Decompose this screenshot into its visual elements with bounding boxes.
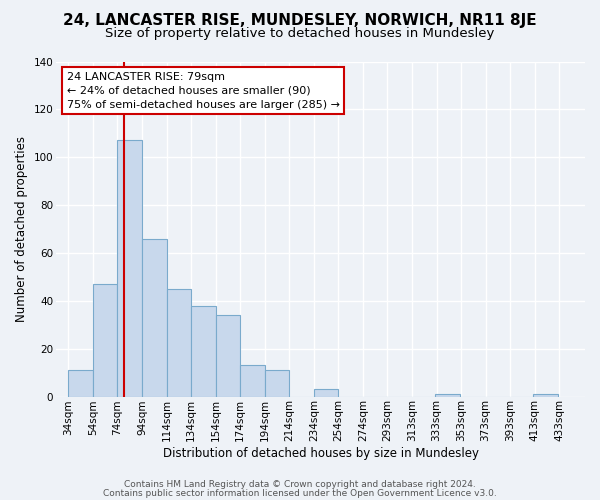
Text: Size of property relative to detached houses in Mundesley: Size of property relative to detached ho… <box>106 28 494 40</box>
Bar <box>240 366 265 396</box>
Bar <box>68 370 93 396</box>
Bar <box>93 284 118 397</box>
Bar <box>314 390 338 396</box>
Bar <box>118 140 142 396</box>
Bar <box>435 394 460 396</box>
Text: 24, LANCASTER RISE, MUNDESLEY, NORWICH, NR11 8JE: 24, LANCASTER RISE, MUNDESLEY, NORWICH, … <box>63 12 537 28</box>
Text: Contains public sector information licensed under the Open Government Licence v3: Contains public sector information licen… <box>103 488 497 498</box>
Y-axis label: Number of detached properties: Number of detached properties <box>15 136 28 322</box>
Bar <box>191 306 215 396</box>
Bar <box>142 238 167 396</box>
X-axis label: Distribution of detached houses by size in Mundesley: Distribution of detached houses by size … <box>163 447 479 460</box>
Bar <box>533 394 558 396</box>
Bar <box>215 315 240 396</box>
Text: 24 LANCASTER RISE: 79sqm
← 24% of detached houses are smaller (90)
75% of semi-d: 24 LANCASTER RISE: 79sqm ← 24% of detach… <box>67 72 340 110</box>
Text: Contains HM Land Registry data © Crown copyright and database right 2024.: Contains HM Land Registry data © Crown c… <box>124 480 476 489</box>
Bar <box>167 289 191 397</box>
Bar <box>265 370 289 396</box>
